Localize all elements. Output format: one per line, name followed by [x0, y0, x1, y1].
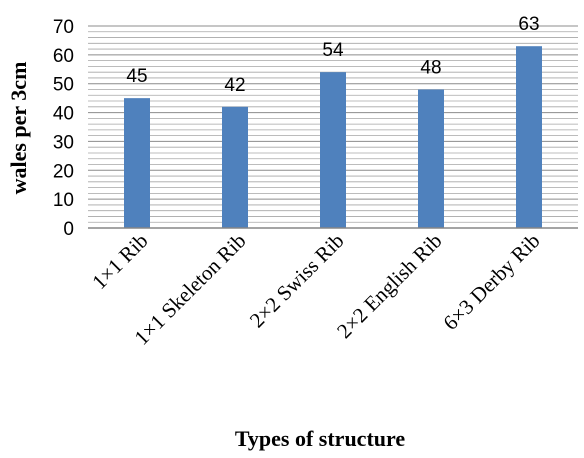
y-tick-label: 60: [53, 46, 74, 67]
data-labels: 45 42 54 48 63: [126, 14, 539, 96]
y-tick-label: 10: [53, 190, 74, 211]
x-tick-label: 6×3 Derby Rib: [438, 229, 544, 335]
data-label: 45: [126, 66, 147, 87]
data-label: 54: [322, 40, 344, 61]
bar: [124, 98, 150, 229]
data-label: 48: [420, 57, 441, 78]
data-label: 63: [518, 14, 539, 35]
y-tick-labels: 0 10 20 30 40 50 60 70: [53, 17, 74, 240]
bars: [124, 46, 542, 229]
y-tick-label: 50: [53, 75, 74, 96]
x-tick-label: 2×2 Swiss Rib: [245, 229, 349, 333]
y-axis-title: wales per 3cm: [6, 62, 31, 195]
y-tick-label: 70: [53, 17, 74, 38]
y-tick-label: 30: [53, 132, 74, 153]
y-tick-label: 40: [53, 104, 74, 125]
x-tick-label: 1×1 Rib: [87, 229, 152, 294]
x-axis-title: Types of structure: [235, 426, 406, 451]
bar: [320, 72, 346, 229]
bar: [222, 106, 248, 228]
x-tick-label: 2×2 English Rib: [332, 229, 446, 343]
y-tick-label: 20: [53, 161, 74, 182]
y-tick-label: 0: [63, 219, 74, 240]
bar: [418, 89, 444, 228]
bar: [516, 46, 542, 229]
data-label: 42: [224, 75, 245, 96]
